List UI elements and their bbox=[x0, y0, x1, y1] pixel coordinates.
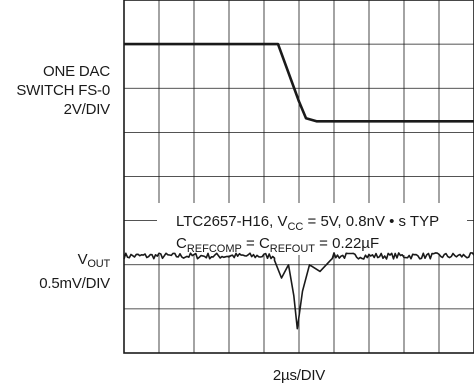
annotation-line-1-suffix: = 5V, 0.8nV • s TYP bbox=[303, 213, 439, 230]
ch2-label-sub: OUT bbox=[87, 258, 110, 270]
annotation-line-2-sub2: REFOUT bbox=[270, 243, 316, 255]
ch2-trace bbox=[123, 252, 474, 330]
annotation-line-2-c1: C bbox=[176, 235, 187, 252]
ch1-label-line-1: ONE DAC bbox=[43, 63, 110, 80]
ch1-label: ONE DAC SWITCH FS-0 2V/DIV bbox=[16, 62, 110, 119]
annotation-line-1-prefix: LTC2657-H16, V bbox=[176, 213, 287, 230]
x-axis-label: 2µs/DIV bbox=[272, 367, 326, 384]
annotation-line-1-sub: CC bbox=[287, 221, 303, 233]
ch1-trace bbox=[124, 42, 474, 123]
annotation-line-1: LTC2657-H16, VCC = 5V, 0.8nV • s TYP bbox=[176, 213, 439, 233]
annotation-line-2: CREFCOMP = CREFOUT = 0.22µF bbox=[176, 235, 379, 255]
plot-frame bbox=[123, 0, 474, 354]
ch1-label-line-3: 2V/DIV bbox=[63, 101, 111, 118]
annotation-line-2-mid: = C bbox=[242, 235, 270, 252]
ch1-label-line-2: SWITCH FS-0 bbox=[16, 82, 110, 99]
ch2-label-main: V bbox=[77, 251, 88, 268]
ch2-label-scale: 0.5mV/DIV bbox=[39, 275, 110, 292]
annotation-line-2-suffix: = 0.22µF bbox=[315, 235, 379, 252]
ch2-label-line-1: VOUT bbox=[39, 250, 111, 274]
grid bbox=[124, 0, 474, 353]
annotation-background bbox=[157, 203, 467, 255]
annotation-line-2-sub1: REFCOMP bbox=[187, 243, 242, 255]
ch2-label: VOUT 0.5mV/DIV bbox=[39, 250, 110, 293]
